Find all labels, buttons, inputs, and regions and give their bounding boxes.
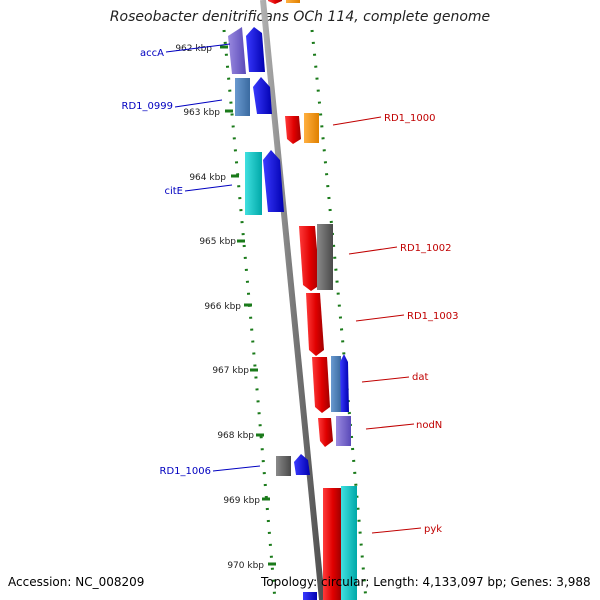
- gene-RD1_1006-gray[interactable]: [276, 456, 291, 476]
- right-strand-genes: [285, 113, 357, 600]
- tick-label: 963 kbp: [183, 108, 220, 118]
- gene-partial-top-orange[interactable]: [286, 0, 300, 3]
- tick-marks: [220, 45, 276, 566]
- gene-label-accA[interactable]: accA: [140, 48, 164, 59]
- leader-line-nodN: [365, 423, 415, 430]
- gene-RD1_1003-red[interactable]: [306, 293, 324, 356]
- tick-label: 969 kbp: [223, 496, 260, 506]
- leader-lines-left: [165, 43, 261, 472]
- tick-labels: 962 kbp 963 kbp 964 kbp 965 kbp 966 kbp …: [175, 44, 264, 571]
- right-gene-labels: RD1_1000 RD1_1002 RD1_1003 dat nodN pyk: [384, 113, 458, 535]
- gene-label-RD1_1006[interactable]: RD1_1006: [160, 466, 211, 477]
- accession-text: Accession: NC_008209: [8, 575, 145, 589]
- tick-label: 967 kbp: [212, 366, 249, 376]
- gene-label-RD1_1000[interactable]: RD1_1000: [384, 113, 435, 124]
- gene-citE-cyan[interactable]: [245, 152, 262, 215]
- genome-backbone: [260, 0, 325, 600]
- gene-RD1_0999-steel[interactable]: [235, 78, 250, 116]
- gene-label-RD1_1003[interactable]: RD1_1003: [407, 311, 458, 322]
- left-strand-genes: [228, 27, 310, 476]
- gene-RD1_1000-orange[interactable]: [304, 113, 319, 143]
- tick-label: 968 kbp: [217, 431, 254, 441]
- leader-line-dat: [361, 376, 410, 383]
- gene-dat-red[interactable]: [312, 357, 330, 413]
- gene-RD1_1006-blue[interactable]: [294, 454, 310, 475]
- tick-label: 965 kbp: [199, 237, 236, 247]
- gene-dat-steel[interactable]: [331, 356, 341, 412]
- leader-line-citE: [184, 184, 233, 192]
- gene-pyk-cyan[interactable]: [341, 486, 357, 600]
- gene-label-nodN[interactable]: nodN: [416, 420, 442, 431]
- page-title: Roseobacter denitrificans OCh 114, compl…: [109, 9, 491, 25]
- tick-label: 966 kbp: [204, 302, 241, 312]
- leader-line-RD1_1003: [355, 314, 405, 322]
- gene-label-RD1_1002[interactable]: RD1_1002: [400, 243, 451, 254]
- gene-nodN-red[interactable]: [318, 418, 333, 447]
- gene-RD1_1000-red[interactable]: [285, 116, 301, 144]
- leader-line-pyk: [371, 527, 422, 534]
- gene-accA-purple[interactable]: [228, 27, 246, 74]
- leader-lines-right: [332, 116, 422, 534]
- tick-label: 970 kbp: [227, 561, 264, 571]
- leader-line-RD1_0999: [174, 99, 223, 108]
- gene-dat-blue[interactable]: [340, 354, 349, 412]
- tick-label: 964 kbp: [189, 173, 226, 183]
- gene-pyk-red[interactable]: [323, 488, 341, 600]
- gene-accA-blue[interactable]: [246, 27, 265, 72]
- left-gene-labels: accA RD1_0999 citE RD1_1006: [122, 48, 211, 477]
- leader-line-RD1_1006: [212, 465, 261, 472]
- gene-label-dat[interactable]: dat: [412, 372, 428, 383]
- gene-label-pyk[interactable]: pyk: [424, 524, 442, 535]
- gene-citE-blue[interactable]: [263, 150, 284, 212]
- leader-line-RD1_1000: [332, 116, 382, 126]
- gene-RD1_1002-gray[interactable]: [317, 224, 333, 290]
- gene-RD1_1002-red[interactable]: [299, 226, 320, 291]
- gene-RD1_0999-blue[interactable]: [253, 77, 272, 114]
- leader-line-accA: [165, 43, 231, 53]
- gene-nodN-purple[interactable]: [336, 416, 351, 446]
- gene-partial-bottom-blue[interactable]: [303, 592, 317, 600]
- gene-partial-top-red[interactable]: [268, 0, 282, 4]
- gene-label-citE[interactable]: citE: [164, 186, 183, 197]
- topology-text: Topology: circular; Length: 4,133,097 bp…: [261, 575, 591, 589]
- gene-label-RD1_0999[interactable]: RD1_0999: [122, 101, 173, 112]
- leader-line-RD1_1002: [348, 246, 398, 255]
